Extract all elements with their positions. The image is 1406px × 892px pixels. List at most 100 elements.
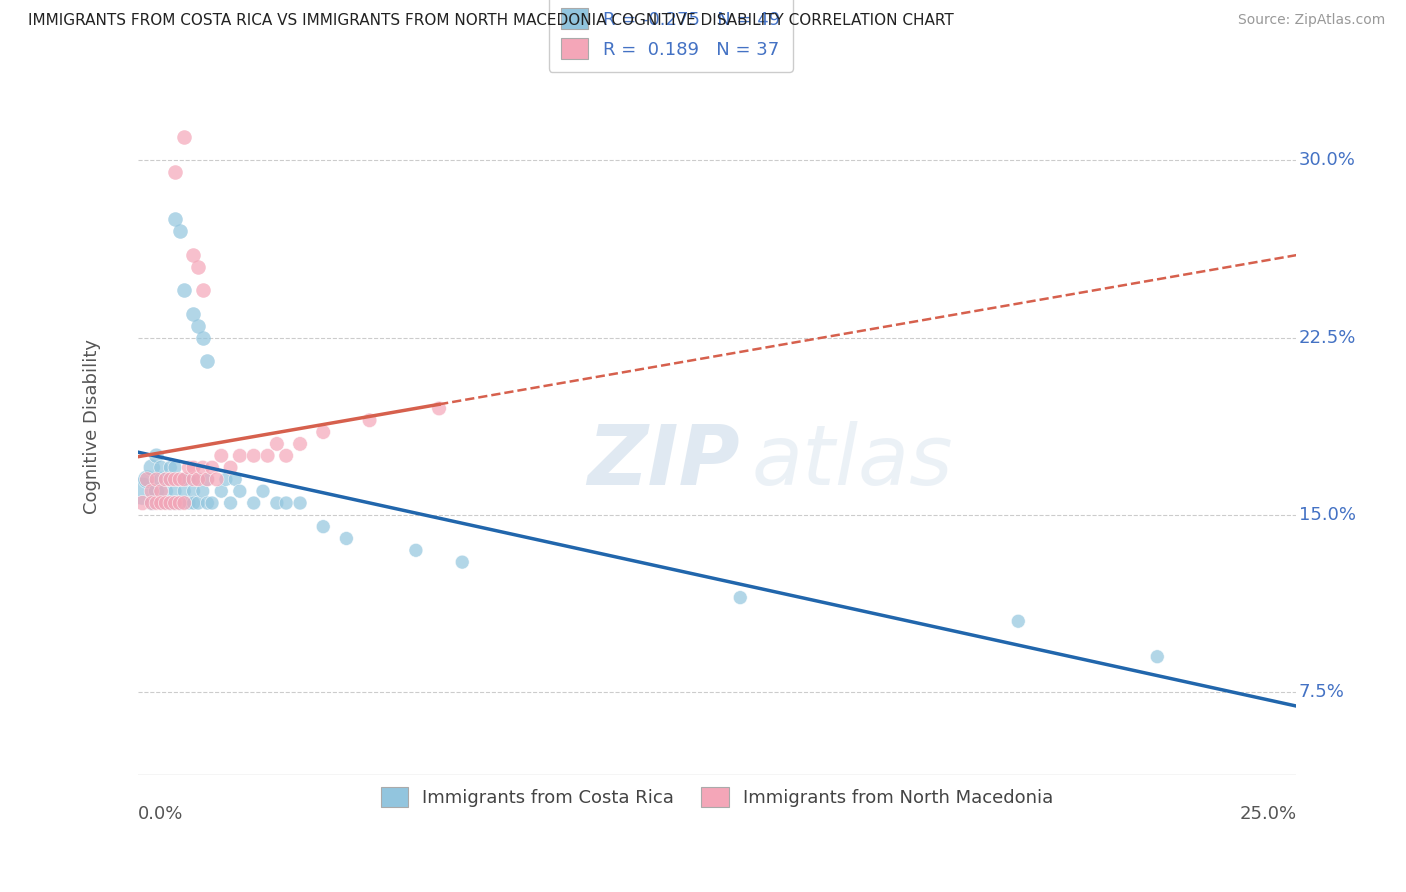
Text: 15.0%: 15.0% [1299, 506, 1355, 524]
Point [215, 472, 238, 486]
Point [312, 425, 335, 439]
Point [191, 330, 214, 344]
Point [229, 449, 252, 463]
Point [155, 496, 177, 510]
Point [173, 283, 195, 297]
Point [1146, 649, 1168, 664]
Point [252, 484, 274, 499]
Point [242, 496, 264, 510]
Point [163, 472, 186, 486]
Point [136, 472, 159, 486]
Point [219, 460, 242, 475]
Point [173, 472, 195, 486]
Point [205, 472, 228, 486]
Point [150, 460, 173, 475]
Point [173, 496, 195, 510]
Point [177, 496, 200, 510]
Point [209, 484, 232, 499]
Text: Cognitive Disability: Cognitive Disability [83, 339, 101, 514]
Point [173, 129, 195, 144]
Point [145, 449, 167, 463]
Point [173, 472, 195, 486]
Point [183, 460, 205, 475]
Point [163, 496, 186, 510]
Point [427, 401, 450, 416]
Text: 25.0%: 25.0% [1239, 805, 1296, 823]
Point [276, 449, 298, 463]
Point [163, 212, 186, 227]
Point [191, 460, 214, 475]
Point [288, 496, 311, 510]
Point [159, 496, 181, 510]
Point [312, 519, 335, 533]
Point [197, 354, 219, 368]
Text: Source: ZipAtlas.com: Source: ZipAtlas.com [1237, 13, 1385, 28]
Text: 0.0%: 0.0% [138, 805, 183, 823]
Point [256, 449, 278, 463]
Point [242, 449, 264, 463]
Point [155, 472, 177, 486]
Point [266, 496, 288, 510]
Point [187, 472, 209, 486]
Point [451, 555, 474, 569]
Point [201, 496, 224, 510]
Point [197, 472, 219, 486]
Point [145, 484, 167, 499]
Point [183, 496, 205, 510]
Point [163, 496, 186, 510]
Point [183, 484, 205, 499]
Point [177, 460, 200, 475]
Point [359, 413, 381, 427]
Point [155, 484, 177, 499]
Point [159, 472, 181, 486]
Point [191, 484, 214, 499]
Point [288, 437, 311, 451]
Point [150, 472, 173, 486]
Text: ZIP: ZIP [588, 420, 741, 501]
Point [187, 472, 209, 486]
Point [197, 496, 219, 510]
Text: atlas: atlas [752, 420, 953, 501]
Point [276, 496, 298, 510]
Point [163, 484, 186, 499]
Point [183, 248, 205, 262]
Point [229, 484, 252, 499]
Point [730, 591, 752, 605]
Point [136, 472, 159, 486]
Point [159, 496, 181, 510]
Point [224, 472, 246, 486]
Point [335, 532, 357, 546]
Point [155, 496, 177, 510]
Point [183, 472, 205, 486]
Point [219, 496, 242, 510]
Point [141, 496, 163, 510]
Point [163, 165, 186, 179]
Point [169, 496, 191, 510]
Point [141, 484, 163, 499]
Point [163, 460, 186, 475]
Point [159, 460, 181, 475]
Point [141, 460, 163, 475]
Text: 22.5%: 22.5% [1299, 328, 1355, 346]
Text: IMMIGRANTS FROM COSTA RICA VS IMMIGRANTS FROM NORTH MACEDONIA COGNITIVE DISABILI: IMMIGRANTS FROM COSTA RICA VS IMMIGRANTS… [28, 13, 953, 29]
Point [191, 283, 214, 297]
Point [183, 307, 205, 321]
Point [169, 496, 191, 510]
Point [150, 496, 173, 510]
Point [150, 496, 173, 510]
Point [169, 224, 191, 238]
Point [173, 484, 195, 499]
Text: 7.5%: 7.5% [1299, 683, 1344, 701]
Point [187, 318, 209, 333]
Point [145, 496, 167, 510]
Point [159, 472, 181, 486]
Point [155, 472, 177, 486]
Point [169, 472, 191, 486]
Point [209, 449, 232, 463]
Point [266, 437, 288, 451]
Point [201, 460, 224, 475]
Point [131, 496, 153, 510]
Point [197, 472, 219, 486]
Point [405, 543, 427, 558]
Point [145, 472, 167, 486]
